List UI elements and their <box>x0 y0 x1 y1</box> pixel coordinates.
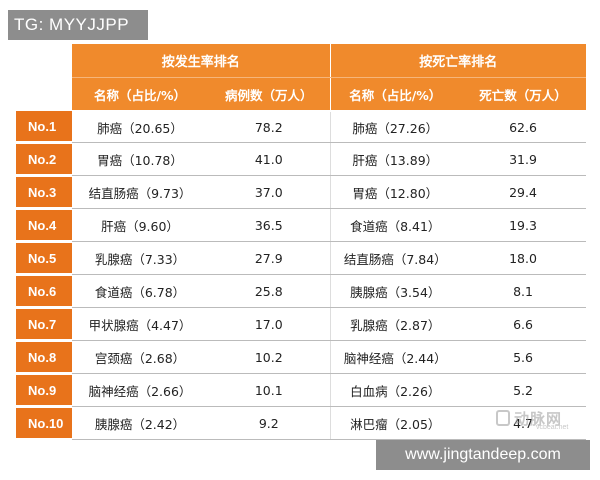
incidence-cancer-name: 结直肠癌（9.73） <box>72 175 208 209</box>
rank-label: No.2 <box>16 142 72 177</box>
incidence-cancer-name: 肝癌（9.60） <box>72 208 208 242</box>
incidence-cancer-name: 胰腺癌（2.42） <box>72 406 208 440</box>
vcbeat-logo-text: 动脉网 <box>514 410 563 428</box>
incidence-cancer-name: 肺癌（20.65） <box>72 111 208 143</box>
group-header-mortality: 按死亡率排名 <box>330 44 587 78</box>
table-row: No.8 宫颈癌（2.68） 10.2 脑神经癌（2.44） 5.6 <box>16 340 587 375</box>
mortality-cancer-name: 食道癌（8.41） <box>330 208 461 242</box>
vcbeat-logo-sub: vcbeat.net <box>536 424 569 431</box>
table-row: No.1 肺癌（20.65） 78.2 肺癌（27.26） 62.6 <box>16 111 587 144</box>
table-row: No.10 胰腺癌（2.42） 9.2 淋巴瘤（2.05） 4.7 <box>16 406 587 441</box>
table-row: No.7 甲状腺癌（4.47） 17.0 乳腺癌（2.87） 6.6 <box>16 307 587 342</box>
incidence-cases: 36.5 <box>208 208 331 242</box>
vcbeat-logo-icon <box>496 410 510 426</box>
rank-label: No.8 <box>16 340 72 375</box>
rank-label: No.1 <box>16 111 72 144</box>
table-row: No.5 乳腺癌（7.33） 27.9 结直肠癌（7.84） 18.0 <box>16 241 587 276</box>
rank-label: No.7 <box>16 307 72 342</box>
incidence-cases: 37.0 <box>208 175 331 209</box>
mortality-deaths: 6.6 <box>460 307 587 341</box>
incidence-cancer-name: 食道癌（6.78） <box>72 274 208 308</box>
mortality-cancer-name: 乳腺癌（2.87） <box>330 307 461 341</box>
rank-label: No.5 <box>16 241 72 276</box>
mortality-deaths: 18.0 <box>460 241 587 275</box>
rank-label: No.3 <box>16 175 72 210</box>
col-header-inc-cases: 病例数（万人） <box>208 77 331 112</box>
table-row: No.6 食道癌（6.78） 25.8 胰腺癌（3.54） 8.1 <box>16 274 587 309</box>
header-corner <box>16 44 72 78</box>
incidence-cases: 25.8 <box>208 274 331 308</box>
mortality-cancer-name: 白血病（2.26） <box>330 373 461 407</box>
rank-label: No.9 <box>16 373 72 408</box>
mortality-cancer-name: 肝癌（13.89） <box>330 142 461 176</box>
header-corner-2 <box>16 77 72 111</box>
mortality-deaths: 4.7 <box>460 406 587 440</box>
mortality-deaths: 29.4 <box>460 175 587 209</box>
rank-label: No.10 <box>16 406 72 441</box>
col-header-inc-name: 名称（占比/%） <box>72 77 208 112</box>
rank-label: No.4 <box>16 208 72 243</box>
col-header-mort-name: 名称（占比/%） <box>330 77 461 112</box>
mortality-cancer-name: 脑神经癌（2.44） <box>330 340 461 374</box>
incidence-cases: 9.2 <box>208 406 331 440</box>
incidence-cancer-name: 胃癌（10.78） <box>72 142 208 176</box>
mortality-deaths: 5.6 <box>460 340 587 374</box>
incidence-cases: 10.1 <box>208 373 331 407</box>
incidence-cancer-name: 乳腺癌（7.33） <box>72 241 208 275</box>
mortality-cancer-name: 胃癌（12.80） <box>330 175 461 209</box>
incidence-cancer-name: 甲状腺癌（4.47） <box>72 307 208 341</box>
mortality-deaths: 31.9 <box>460 142 587 176</box>
mortality-deaths: 5.2 <box>460 373 587 407</box>
cancer-ranking-table: 按发生率排名 按死亡率排名 名称（占比/%） 病例数（万人） 名称（占比/%） … <box>16 44 587 441</box>
mortality-deaths: 8.1 <box>460 274 587 308</box>
mortality-deaths: 62.6 <box>460 111 587 143</box>
column-header-row: 名称（占比/%） 病例数（万人） 名称（占比/%） 死亡数（万人） <box>16 77 587 112</box>
group-header-incidence: 按发生率排名 <box>72 44 331 78</box>
table-row: No.9 脑神经癌（2.66） 10.1 白血病（2.26） 5.2 <box>16 373 587 408</box>
incidence-cases: 10.2 <box>208 340 331 374</box>
mortality-cancer-name: 肺癌（27.26） <box>330 111 461 143</box>
mortality-deaths: 19.3 <box>460 208 587 242</box>
incidence-cases: 78.2 <box>208 111 331 143</box>
incidence-cases: 41.0 <box>208 142 331 176</box>
col-header-mort-deaths: 死亡数（万人） <box>460 77 587 112</box>
watermark-top-label: TG: MYYJJPP <box>8 10 148 40</box>
table-row: No.2 胃癌（10.78） 41.0 肝癌（13.89） 31.9 <box>16 142 587 177</box>
mortality-cancer-name: 结直肠癌（7.84） <box>330 241 461 275</box>
rank-label: No.6 <box>16 274 72 309</box>
table-row: No.3 结直肠癌（9.73） 37.0 胃癌（12.80） 29.4 <box>16 175 587 210</box>
incidence-cancer-name: 脑神经癌（2.66） <box>72 373 208 407</box>
vcbeat-watermark: 动脉网 vcbeat.net <box>496 408 580 432</box>
mortality-cancer-name: 淋巴瘤（2.05） <box>330 406 461 440</box>
table-body: No.1 肺癌（20.65） 78.2 肺癌（27.26） 62.6 No.2 胃癌（10.… <box>16 111 587 441</box>
incidence-cases: 27.9 <box>208 241 331 275</box>
incidence-cancer-name: 宫颈癌（2.68） <box>72 340 208 374</box>
group-header-row: 按发生率排名 按死亡率排名 <box>16 44 587 78</box>
watermark-bottom-label: www.jingtandeep.com <box>376 440 590 470</box>
incidence-cases: 17.0 <box>208 307 331 341</box>
table-row: No.4 肝癌（9.60） 36.5 食道癌（8.41） 19.3 <box>16 208 587 243</box>
mortality-cancer-name: 胰腺癌（3.54） <box>330 274 461 308</box>
